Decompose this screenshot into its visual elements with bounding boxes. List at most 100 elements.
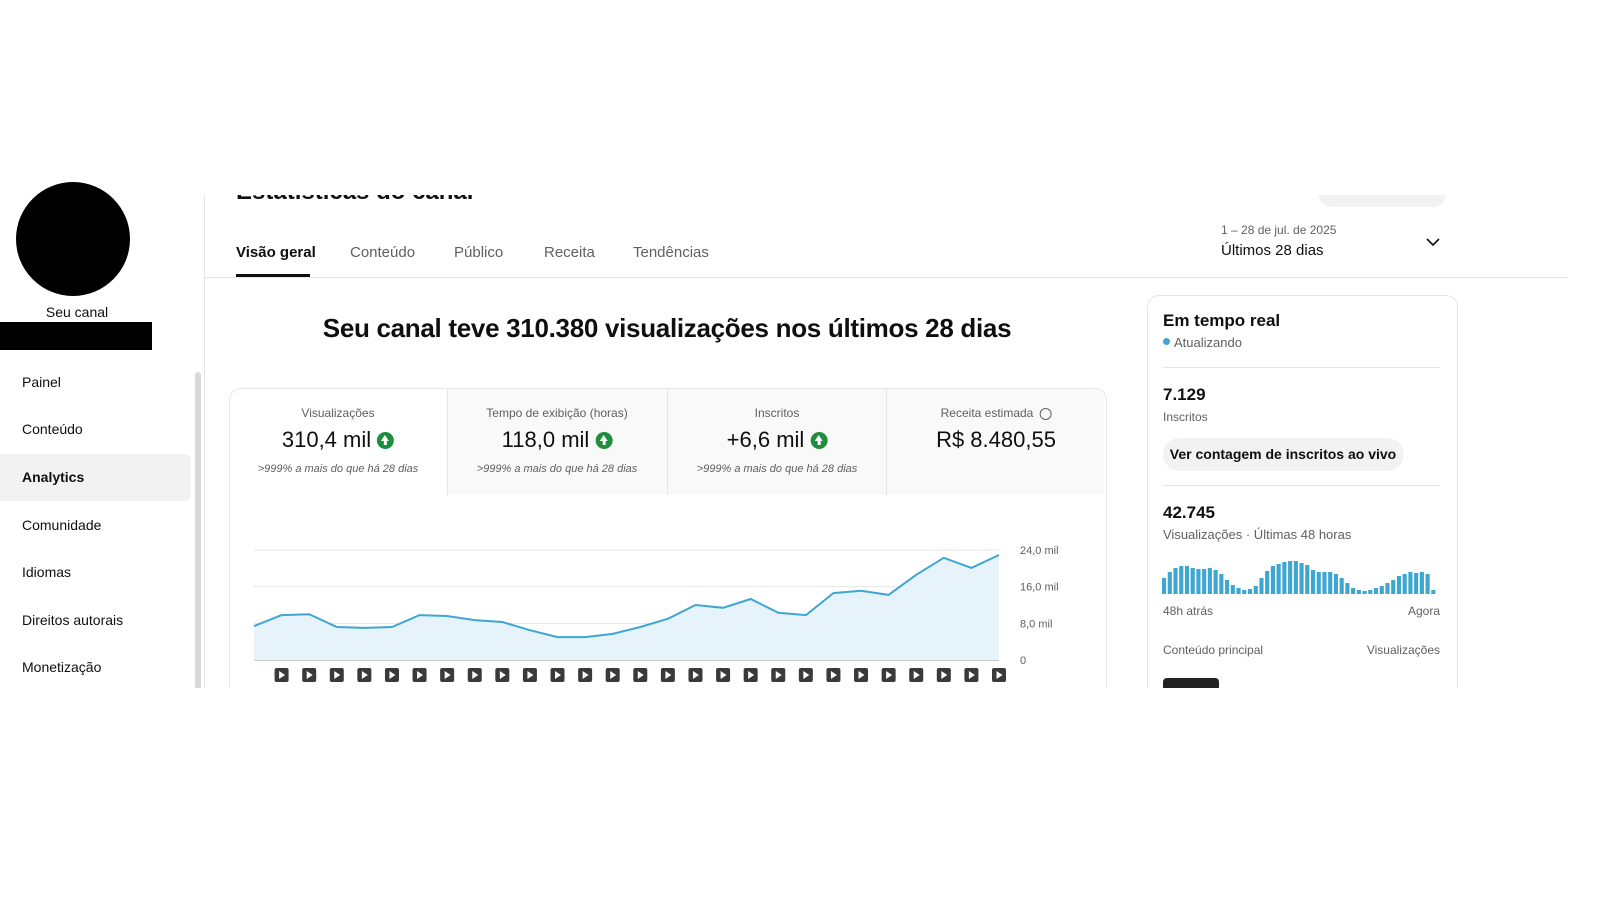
bar: [1207, 568, 1212, 594]
video-marker-play: [472, 671, 479, 679]
trend-up-icon: [810, 431, 828, 449]
card-value[interactable]: R$ 8.480,55: [936, 427, 1056, 453]
scrollbar: [195, 372, 201, 688]
bar: [1219, 574, 1224, 594]
video-marker-play: [886, 671, 893, 679]
video-marker-play: [692, 671, 699, 679]
bar: [1247, 589, 1253, 594]
tab[interactable]: Visão geral: [236, 244, 316, 261]
summary-headline: Seu canal teve 310.380 visualizações nos…: [322, 313, 1012, 343]
nav-item[interactable]: Analytics: [22, 469, 85, 485]
bar: [1179, 566, 1184, 594]
info-clock-icon[interactable]: [1039, 407, 1052, 420]
x-end-label: Agora: [1408, 604, 1440, 618]
nav-active-bg: [0, 454, 191, 501]
card-divider: [886, 389, 887, 495]
video-marker-play: [279, 671, 286, 679]
bar: [1385, 583, 1390, 594]
period-selector[interactable]: Últimos 28 dias: [1221, 242, 1324, 259]
card-change: >999% a mais do que há 28 dias: [257, 463, 419, 475]
bar: [1259, 578, 1264, 594]
realtime-panel: [1147, 295, 1458, 688]
video-thumbnail[interactable]: [1163, 678, 1219, 688]
bar: [1288, 561, 1293, 594]
realtime-title: Em tempo real: [1163, 311, 1281, 330]
nav-item[interactable]: Monetização: [22, 659, 102, 675]
tab[interactable]: Tendências: [633, 244, 709, 261]
video-marker-play: [527, 671, 534, 679]
header-divider: [205, 277, 1568, 278]
video-marker-play: [361, 671, 368, 679]
video-marker-play: [996, 671, 1003, 679]
bar: [1196, 569, 1201, 594]
card-bg: [448, 389, 1104, 495]
nav-item[interactable]: Direitos autorais: [22, 612, 124, 628]
x-start-label: 48h atrás: [1163, 604, 1213, 618]
card-value[interactable]: 310,4 mil: [281, 427, 395, 453]
nav-item[interactable]: Painel: [22, 374, 61, 390]
tab[interactable]: Público: [454, 244, 504, 261]
card-value-text: 310,4 mil: [281, 427, 372, 452]
video-marker-play: [830, 671, 837, 679]
card-change: >999% a mais do que há 28 dias: [476, 463, 638, 475]
top-pill[interactable]: [1318, 195, 1446, 207]
metrics-panel: [229, 388, 1107, 688]
views-label: Visualizações · Últimas 48 horas: [1163, 527, 1352, 542]
card-label-text: Tempo de exibição (horas): [486, 406, 628, 420]
card-label-text: Visualizações: [301, 406, 375, 420]
nav-item[interactable]: Comunidade: [22, 517, 102, 533]
bar: [1253, 586, 1258, 594]
card-label-text: Receita estimada: [940, 406, 1034, 420]
bar: [1305, 565, 1310, 594]
y-tick-label: 24,0 mil: [1020, 545, 1059, 557]
live-count-button[interactable]: [1163, 438, 1404, 471]
card-value[interactable]: 118,0 mil: [502, 427, 613, 453]
tab[interactable]: Receita: [544, 244, 595, 261]
video-marker-play: [803, 671, 810, 679]
redaction-bar: [0, 322, 152, 350]
video-marker-play: [555, 671, 562, 679]
card-value[interactable]: +6,6 mil: [727, 427, 828, 453]
bar: [1402, 574, 1407, 594]
bar: [1379, 586, 1384, 594]
video-marker-play: [913, 671, 920, 679]
bar: [1345, 583, 1350, 594]
bar: [1242, 590, 1247, 594]
chevron[interactable]: [1425, 236, 1441, 248]
card-divider: [667, 389, 668, 495]
channel-avatar[interactable]: [16, 182, 130, 296]
bar: [1202, 569, 1207, 594]
video-marker-play: [748, 671, 755, 679]
channel-label: Seu canal: [45, 304, 109, 320]
bar: [1362, 591, 1367, 594]
card-value-text: R$ 8.480,55: [936, 427, 1056, 452]
video-marker-play: [306, 671, 313, 679]
y-tick-label: 8,0 mil: [1020, 618, 1052, 630]
video-marker-play: [775, 671, 782, 679]
card-value-text: 118,0 mil: [501, 427, 590, 452]
subscriber-label: Inscritos: [1163, 410, 1208, 424]
nav-item[interactable]: Idiomas: [22, 564, 72, 580]
bar: [1316, 572, 1321, 594]
bar: [1310, 570, 1316, 594]
tab-underline: [236, 274, 310, 277]
card-value-text: +6,6 mil: [726, 427, 805, 452]
area-fill: [254, 555, 999, 660]
bar: [1184, 566, 1190, 594]
trend-up-icon: [595, 431, 613, 449]
live-count-button-label[interactable]: Ver contagem de inscritos ao vivo: [1169, 446, 1397, 462]
top-content-metric: Visualizações: [1366, 643, 1440, 657]
bar: [1270, 566, 1275, 594]
nav-item[interactable]: Conteúdo: [22, 421, 83, 437]
video-marker-play: [582, 671, 589, 679]
line-series: [253, 554, 1000, 639]
y-tick-label: 16,0 mil: [1020, 582, 1059, 594]
bar: [1162, 578, 1167, 594]
bar: [1276, 564, 1281, 594]
video-marker-play: [389, 671, 396, 679]
subscriber-count: 7.129: [1163, 385, 1206, 404]
page-title: Estatísticas do canal: [236, 178, 474, 205]
tab[interactable]: Conteúdo: [350, 244, 416, 261]
video-marker-play: [417, 671, 424, 679]
video-marker-play: [610, 671, 617, 679]
